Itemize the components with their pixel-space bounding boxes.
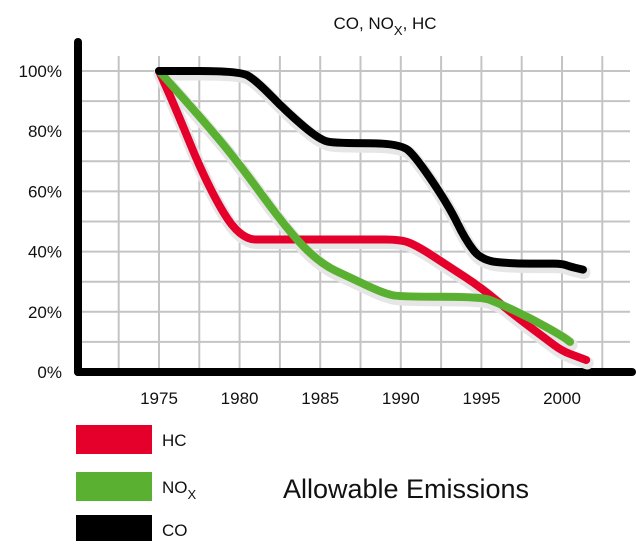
series-line-hc <box>155 67 591 364</box>
x-tick-label: 1985 <box>301 389 339 408</box>
y-tick-label: 60% <box>28 182 62 201</box>
chart-title: CO, NOX, HC <box>333 14 436 38</box>
legend-swatch-co <box>76 515 152 544</box>
legend: HC NOX CO <box>76 425 197 544</box>
chart-caption: Allowable Emissions <box>283 474 529 504</box>
y-tick-label: 100% <box>19 62 62 81</box>
legend-label-nox: NOX <box>162 478 197 502</box>
chart-title-subscript: X <box>394 23 403 38</box>
legend-label-co: CO <box>162 521 188 540</box>
x-tick-label: 2000 <box>543 389 581 408</box>
x-tick-label: 1995 <box>462 389 500 408</box>
x-tick-label: 1975 <box>140 389 178 408</box>
y-tick-label: 80% <box>28 122 62 141</box>
legend-label-hc: HC <box>162 431 187 450</box>
x-tick-label: 1980 <box>221 389 259 408</box>
y-tick-label: 20% <box>28 303 62 322</box>
series-line-co <box>155 67 587 274</box>
legend-swatch-hc <box>76 425 152 454</box>
series-line-nox <box>155 67 575 346</box>
y-tick-label: 40% <box>28 243 62 262</box>
legend-swatch-nox <box>76 472 152 501</box>
x-tick-label: 1990 <box>382 389 420 408</box>
y-tick-label: 0% <box>37 363 62 382</box>
